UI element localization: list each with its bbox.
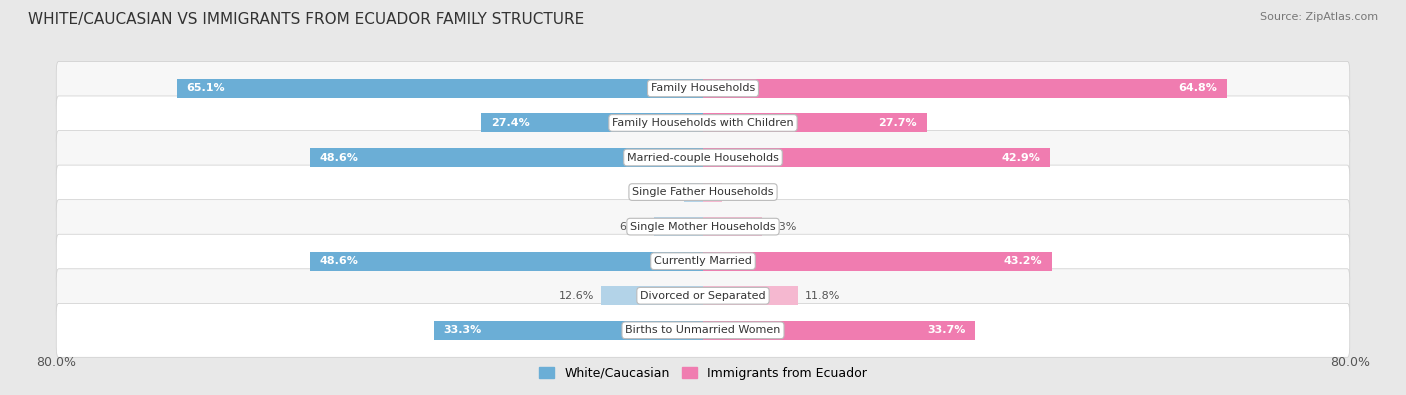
Text: Family Households: Family Households — [651, 83, 755, 93]
Text: 43.2%: 43.2% — [1004, 256, 1043, 266]
Text: 80.0%: 80.0% — [1330, 356, 1369, 369]
Bar — [311, 252, 703, 271]
Text: Source: ZipAtlas.com: Source: ZipAtlas.com — [1260, 12, 1378, 22]
Text: Currently Married: Currently Married — [654, 256, 752, 266]
Text: Single Father Households: Single Father Households — [633, 187, 773, 197]
Bar — [177, 79, 703, 98]
Legend: White/Caucasian, Immigrants from Ecuador: White/Caucasian, Immigrants from Ecuador — [534, 362, 872, 385]
Text: Births to Unmarried Women: Births to Unmarried Women — [626, 325, 780, 335]
Bar — [703, 79, 1227, 98]
Text: Single Mother Households: Single Mother Households — [630, 222, 776, 231]
Text: 64.8%: 64.8% — [1178, 83, 1218, 93]
Text: Family Households with Children: Family Households with Children — [612, 118, 794, 128]
Text: 65.1%: 65.1% — [187, 83, 225, 93]
Bar — [602, 286, 703, 305]
Bar — [481, 113, 703, 132]
FancyBboxPatch shape — [56, 165, 1350, 219]
Bar — [703, 321, 976, 340]
FancyBboxPatch shape — [56, 234, 1350, 288]
Text: 42.9%: 42.9% — [1001, 152, 1040, 162]
Text: 2.4%: 2.4% — [728, 187, 758, 197]
Text: WHITE/CAUCASIAN VS IMMIGRANTS FROM ECUADOR FAMILY STRUCTURE: WHITE/CAUCASIAN VS IMMIGRANTS FROM ECUAD… — [28, 12, 585, 27]
Bar — [703, 113, 927, 132]
FancyBboxPatch shape — [56, 96, 1350, 150]
FancyBboxPatch shape — [56, 199, 1350, 254]
Bar — [683, 182, 703, 201]
FancyBboxPatch shape — [56, 303, 1350, 357]
Text: Divorced or Separated: Divorced or Separated — [640, 291, 766, 301]
Bar — [434, 321, 703, 340]
Bar — [703, 286, 799, 305]
Bar — [703, 148, 1050, 167]
Bar — [311, 148, 703, 167]
Bar — [654, 217, 703, 236]
Text: 33.3%: 33.3% — [443, 325, 482, 335]
FancyBboxPatch shape — [56, 61, 1350, 115]
Text: 27.4%: 27.4% — [491, 118, 530, 128]
Text: 80.0%: 80.0% — [37, 356, 76, 369]
FancyBboxPatch shape — [56, 269, 1350, 323]
Text: 48.6%: 48.6% — [319, 256, 359, 266]
Text: 33.7%: 33.7% — [928, 325, 966, 335]
Text: 6.1%: 6.1% — [619, 222, 647, 231]
Text: 7.3%: 7.3% — [769, 222, 797, 231]
Text: 11.8%: 11.8% — [804, 291, 841, 301]
Text: 27.7%: 27.7% — [879, 118, 917, 128]
Bar — [703, 182, 723, 201]
Text: 12.6%: 12.6% — [560, 291, 595, 301]
Text: 2.4%: 2.4% — [648, 187, 678, 197]
Bar — [703, 252, 1052, 271]
FancyBboxPatch shape — [56, 130, 1350, 184]
Text: Married-couple Households: Married-couple Households — [627, 152, 779, 162]
Text: 48.6%: 48.6% — [319, 152, 359, 162]
Bar — [703, 217, 762, 236]
